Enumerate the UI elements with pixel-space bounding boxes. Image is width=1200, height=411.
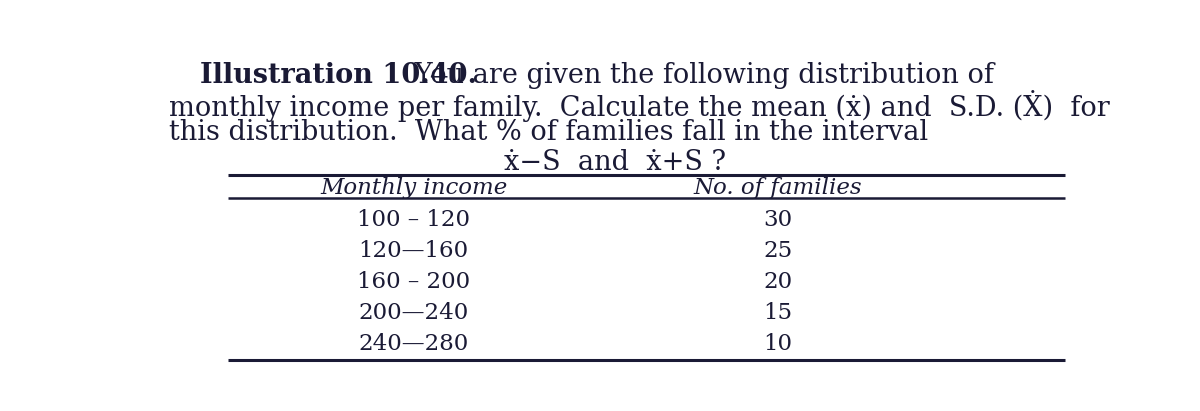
Text: 25: 25 — [763, 240, 792, 262]
Text: You are given the following distribution of: You are given the following distribution… — [406, 62, 994, 89]
Text: Monthly income: Monthly income — [320, 177, 508, 199]
Text: 160 – 200: 160 – 200 — [356, 271, 470, 293]
Text: 120—160: 120—160 — [359, 240, 468, 262]
Text: this distribution.  What % of families fall in the interval: this distribution. What % of families fa… — [169, 119, 929, 146]
Text: 100 – 120: 100 – 120 — [358, 210, 470, 231]
Text: 15: 15 — [763, 302, 792, 324]
Text: 10: 10 — [763, 332, 792, 355]
Text: 20: 20 — [763, 271, 792, 293]
Text: 200—240: 200—240 — [359, 302, 469, 324]
Text: Illustration 10.40.: Illustration 10.40. — [200, 62, 478, 89]
Text: 240—280: 240—280 — [359, 332, 469, 355]
Text: monthly income per family.  Calculate the mean (ẋ) and  S.D. (Ẋ)  for: monthly income per family. Calculate the… — [169, 90, 1110, 122]
Text: 30: 30 — [763, 210, 792, 231]
Text: ẋ−S  and  ẋ+S ?: ẋ−S and ẋ+S ? — [504, 149, 726, 175]
Text: No. of families: No. of families — [694, 177, 862, 199]
